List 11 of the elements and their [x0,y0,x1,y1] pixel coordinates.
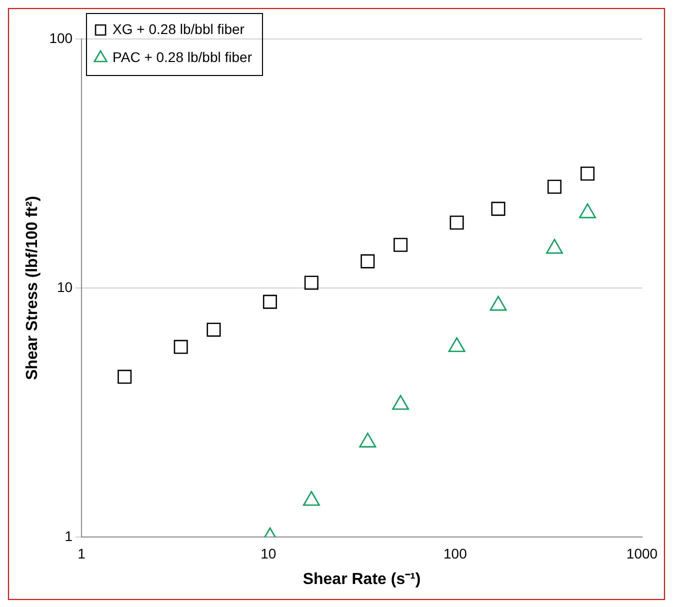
legend-label: PAC + 0.28 lb/bbl fiber [112,48,252,65]
legend-label: XG + 0.28 lb/bbl fiber [112,20,245,37]
x-tick-label: 1000 [626,545,658,562]
x-tick-label: 10 [260,545,276,562]
y-axis-title: Shear Stress (lbf/100 ft²) [24,196,42,380]
y-tick-label: 1 [64,528,73,544]
y-tick-label: 10 [56,278,73,295]
y-tick-label: 100 [49,30,73,46]
x-tick-label: 100 [444,545,468,562]
x-tick-label: 1 [78,545,86,562]
x-axis-title: Shear Rate (s⁻¹) [302,570,421,588]
